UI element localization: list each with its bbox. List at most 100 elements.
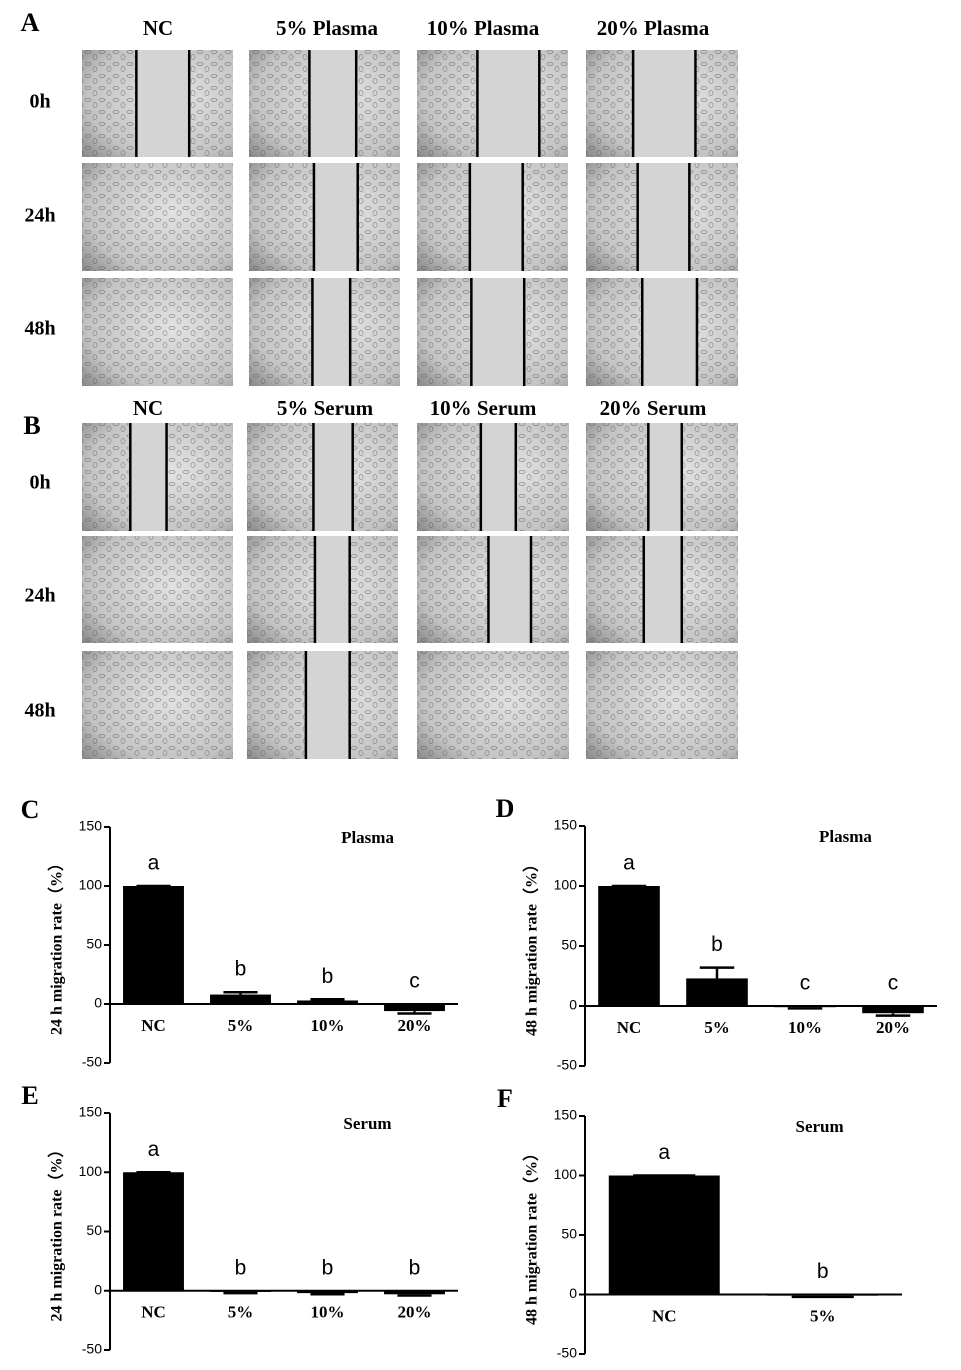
significance-label: c	[409, 970, 420, 993]
wound-gap	[642, 278, 697, 386]
x-tick-label: 20%	[398, 1016, 432, 1035]
column-header: NC	[143, 16, 173, 40]
wound-gap	[488, 536, 531, 643]
micrograph-texture	[82, 651, 233, 759]
x-tick-label: 10%	[311, 1016, 345, 1035]
y-tick-label: 150	[79, 1104, 103, 1120]
micrograph	[417, 651, 569, 759]
micrograph-texture	[82, 163, 233, 271]
y-tick-label: -50	[82, 1054, 102, 1070]
wound-gap	[305, 651, 350, 759]
wound-gap	[637, 163, 690, 271]
y-axis-label: 48 h migration rate（%）	[523, 1145, 541, 1325]
wound-gap	[130, 423, 167, 531]
error-bar	[397, 1011, 432, 1015]
micrograph	[82, 163, 233, 271]
bar	[598, 886, 660, 1006]
wound-gap	[314, 536, 350, 643]
error-bar	[791, 1295, 854, 1299]
column-header: 20% Plasma	[597, 16, 710, 40]
micrograph	[247, 536, 398, 643]
y-tick-label: -50	[82, 1341, 102, 1357]
panel-letter: D	[496, 794, 515, 823]
y-tick-label: 0	[94, 995, 102, 1011]
y-tick-label: 50	[561, 937, 577, 953]
x-tick-label: 5%	[228, 1016, 254, 1035]
wound-gap	[313, 163, 358, 271]
error-bar	[310, 998, 345, 1001]
micrograph	[586, 423, 738, 531]
micrograph-texture	[82, 536, 233, 643]
bar	[297, 1000, 358, 1004]
significance-label: c	[800, 972, 811, 995]
y-tick-label: -50	[557, 1057, 577, 1073]
significance-label: b	[711, 933, 723, 956]
panel-letter: B	[23, 411, 40, 440]
y-tick-label: 0	[569, 997, 577, 1013]
x-tick-label: 5%	[228, 1303, 254, 1322]
micrograph	[586, 163, 738, 271]
column-header: 20% Serum	[600, 396, 707, 420]
y-tick-label: 150	[554, 817, 578, 833]
micrograph	[249, 278, 400, 386]
column-header: 10% Serum	[430, 396, 537, 420]
micrograph-texture	[417, 651, 569, 759]
micrograph	[247, 423, 398, 531]
micrograph	[247, 651, 398, 759]
micrograph	[417, 536, 569, 643]
y-axis-label: 24 h migration rate（%）	[48, 1142, 66, 1322]
bar	[384, 1290, 445, 1295]
bar	[686, 978, 748, 1006]
wound-gap	[480, 423, 516, 531]
significance-label: b	[235, 1256, 247, 1279]
x-tick-label: 20%	[398, 1303, 432, 1322]
y-tick-label: 50	[86, 1222, 102, 1238]
row-label: 0h	[29, 91, 50, 113]
y-tick-label: 100	[79, 877, 103, 893]
y-tick-label: 50	[561, 1226, 577, 1242]
row-label: 24h	[24, 585, 55, 607]
bar	[123, 1172, 184, 1291]
micrograph	[417, 163, 568, 271]
x-tick-label: NC	[141, 1016, 166, 1035]
significance-label: b	[817, 1260, 829, 1283]
significance-label: a	[148, 852, 160, 875]
chart-title: Serum	[343, 1114, 391, 1133]
micrograph	[249, 163, 400, 271]
x-tick-label: NC	[617, 1018, 642, 1037]
panel-letter: E	[21, 1081, 38, 1110]
micrograph	[82, 651, 233, 759]
bar	[210, 994, 271, 1004]
wound-gap	[313, 423, 353, 531]
wound-gap	[309, 50, 357, 157]
wound-gap	[643, 536, 682, 643]
significance-label: a	[623, 852, 635, 875]
y-tick-label: -50	[557, 1345, 577, 1361]
column-header: NC	[133, 396, 163, 420]
row-label: 0h	[29, 472, 50, 494]
wound-gap	[469, 163, 523, 271]
micrograph	[586, 278, 738, 386]
y-axis-label: 48 h migration rate（%）	[523, 856, 541, 1036]
micrograph	[586, 50, 738, 157]
error-bar	[699, 966, 735, 979]
x-tick-label: 5%	[810, 1306, 836, 1325]
x-tick-label: NC	[652, 1306, 677, 1325]
y-tick-label: 150	[79, 818, 103, 834]
chart-title: Plasma	[341, 828, 394, 847]
wound-gap	[648, 423, 682, 531]
wound-gap	[136, 50, 190, 157]
error-bar	[223, 1291, 258, 1295]
micrograph-texture	[82, 278, 233, 386]
x-tick-label: 5%	[704, 1018, 730, 1037]
panel-letter: F	[497, 1084, 513, 1113]
micrograph	[82, 278, 233, 386]
micrograph	[417, 50, 568, 157]
wound-gap	[471, 278, 525, 386]
x-tick-label: NC	[141, 1303, 166, 1322]
micrograph	[82, 50, 233, 157]
y-tick-label: 100	[79, 1163, 103, 1179]
panel-letter: C	[21, 795, 40, 824]
significance-label: b	[409, 1256, 421, 1279]
